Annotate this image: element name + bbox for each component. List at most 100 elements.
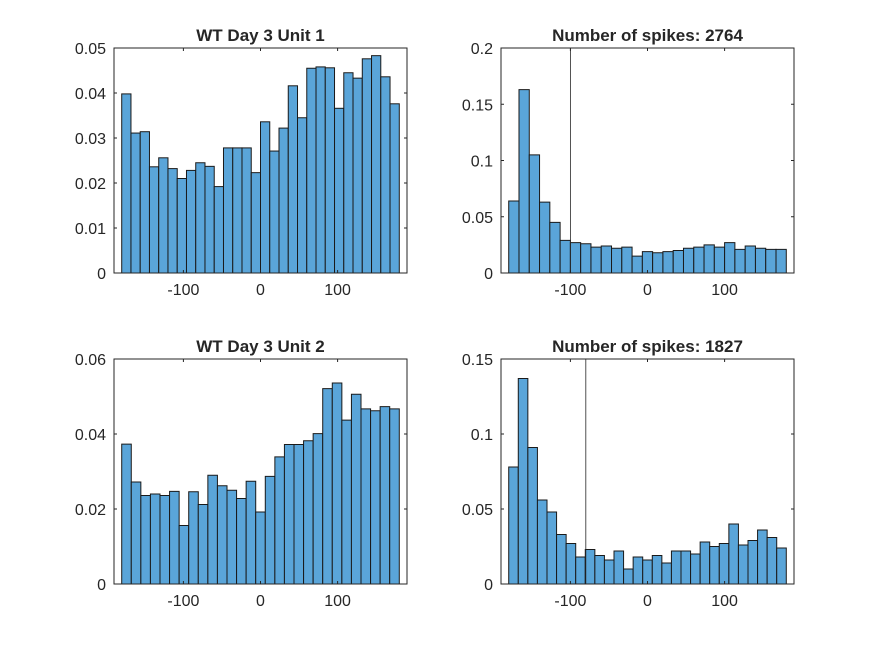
- subplot-1-bar: [241, 147, 252, 274]
- subplot-4-bar: [546, 511, 558, 585]
- subplot-1-y-tick-label: 0.04: [75, 86, 106, 103]
- subplot-2-bar: [682, 247, 695, 274]
- subplot-1: WT Day 3 Unit 1 -100 0 100 0 0.01 0.02 0.03 0.0…: [75, 26, 408, 299]
- subplot-3-bar: [331, 382, 343, 585]
- subplot-1-bar: [158, 157, 169, 274]
- subplot-2-bar: [662, 251, 674, 274]
- subplot-3-bar: [140, 495, 151, 585]
- subplot-3-bar: [379, 406, 391, 585]
- subplot-2-y-tick-label: 0.05: [462, 210, 493, 227]
- subplot-2-bar: [765, 248, 777, 274]
- subplot-2-bar: [672, 250, 684, 274]
- subplot-3-bar: [159, 495, 171, 585]
- subplot-2: Number of spikes: 2764 -100 0 100 0 0.05 0.1 0…: [462, 26, 795, 299]
- subplot-1-x-tick-label: -100: [167, 282, 199, 299]
- subplot-1-bar: [278, 127, 289, 274]
- subplot-3-bar: [178, 525, 190, 585]
- subplot-1-bar: [260, 121, 271, 274]
- subplot-3-y-tick-label: 0: [97, 577, 106, 594]
- subplot-3-bar: [121, 443, 132, 585]
- subplot-3-bar: [274, 456, 285, 585]
- subplot-3-bar: [293, 444, 305, 585]
- subplot-4-bar: [536, 499, 548, 585]
- subplot-1-bar: [380, 76, 391, 274]
- subplot-1-bar: [287, 85, 299, 274]
- subplot-4-bar: [661, 562, 672, 585]
- subplot-1-x-tick-label: 100: [324, 282, 351, 299]
- subplot-1-bar: [315, 66, 326, 274]
- subplot-2-bar: [518, 89, 530, 274]
- subplot-2-bar: [590, 246, 602, 274]
- subplot-3-bar: [207, 474, 218, 585]
- subplot-4-bar: [623, 568, 634, 585]
- subplot-1-bar: [389, 103, 400, 274]
- subplot-4-bar: [594, 555, 605, 585]
- subplot-1-y-tick-label: 0.05: [75, 41, 106, 58]
- subplot-1-bar: [130, 132, 141, 274]
- subplot-1-bar: [195, 162, 206, 274]
- subplot-4-bar: [556, 534, 567, 585]
- subplot-1-bar: [352, 77, 363, 274]
- subplot-4-bar: [584, 549, 596, 585]
- subplot-1-bar: [324, 67, 336, 274]
- subplot-4-bar: [737, 544, 749, 585]
- subplot-4-bar: [670, 550, 682, 585]
- subplot-3-bar: [216, 485, 228, 585]
- subplot-3-y-tick-label: 0.06: [75, 352, 106, 369]
- subplot-4-bar: [728, 523, 739, 585]
- subplot-2-bar: [744, 245, 756, 274]
- subplot-3-bar: [283, 444, 295, 585]
- subplot-3-x-tick-label: 0: [256, 593, 265, 610]
- subplot-1-x-tick-label: 0: [256, 282, 265, 299]
- subplot-2-y-tick-label: 0: [484, 266, 493, 283]
- subplot-4-bar: [690, 553, 701, 585]
- subplot-4-bar: [766, 537, 778, 585]
- subplot-1-bar: [297, 117, 308, 274]
- subplot-2-bar: [652, 252, 664, 274]
- subplot-4-bar: [680, 550, 692, 585]
- subplot-1-bar: [343, 72, 354, 274]
- subplot-1-bar: [232, 147, 243, 274]
- subplot-1-bar: [167, 168, 178, 274]
- subplot-4-y-tick-label: 0.05: [462, 502, 493, 519]
- subplot-2-bar: [631, 255, 643, 274]
- subplot-3-bar: [149, 493, 161, 585]
- subplot-2-bar: [713, 246, 726, 274]
- subplot-2-bar: [754, 247, 767, 274]
- subplot-4: Number of spikes: 1827 -100 0 100 0 0.05 0.1 0…: [462, 337, 795, 610]
- subplot-3-bar: [360, 408, 372, 585]
- subplot-4-x-tick-label: 0: [643, 593, 652, 610]
- subplot-1-title: WT Day 3 Unit 1: [196, 26, 324, 45]
- subplot-3-bar: [264, 475, 276, 585]
- subplot-1-bar: [371, 55, 382, 274]
- subplot-1-bar: [148, 166, 160, 274]
- subplot-3-y-tick-label: 0.02: [75, 502, 106, 519]
- subplot-3-title: WT Day 3 Unit 2: [196, 337, 324, 356]
- subplot-3-bar: [226, 489, 238, 585]
- subplot-2-y-tick-label: 0.2: [471, 41, 493, 58]
- subplot-4-bar: [508, 466, 519, 585]
- subplot-3-bar: [322, 388, 333, 585]
- subplot-3-bar: [255, 511, 266, 585]
- subplot-1-bar: [139, 131, 150, 274]
- subplot-4-bar: [575, 556, 586, 585]
- subplot-3-bar: [188, 491, 199, 585]
- subplot-3-bar: [350, 393, 362, 585]
- subplot-4-y-tick-label: 0.1: [471, 427, 493, 444]
- subplot-4-bar: [776, 547, 787, 585]
- subplot-1-bar: [250, 172, 262, 274]
- subplot-2-bar: [775, 248, 787, 274]
- subplot-2-bar: [611, 247, 623, 274]
- subplot-2-bar: [703, 244, 715, 274]
- subplot-1-bar: [176, 178, 187, 274]
- subplot-2-bar: [641, 251, 654, 274]
- subplot-3-bar: [389, 408, 400, 585]
- subplot-3: WT Day 3 Unit 2 -100 0 100 0 0.02 0.04 0.06: [75, 337, 408, 610]
- subplot-3-bar: [303, 440, 314, 585]
- subplot-3-bar: [130, 481, 142, 585]
- subplot-3-bar: [236, 498, 247, 585]
- subplot-2-bar: [724, 242, 736, 274]
- subplot-1-bar: [185, 169, 197, 274]
- subplot-2-bar: [549, 221, 561, 274]
